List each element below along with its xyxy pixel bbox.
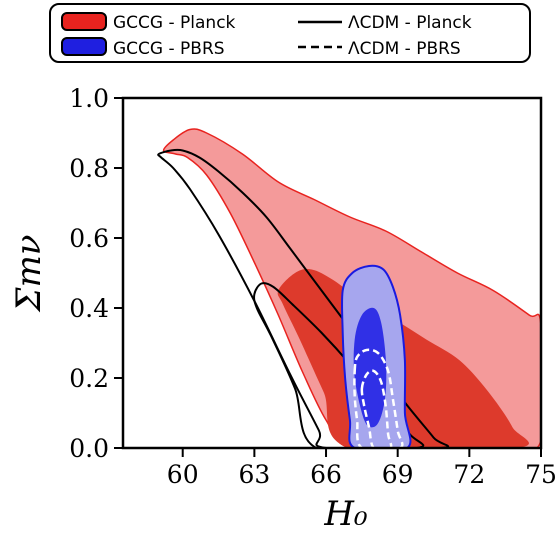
x-tick-label: 72 — [453, 460, 485, 489]
x-tick-label: 69 — [382, 460, 414, 489]
gccg-pbrs-inner-contour — [353, 307, 387, 428]
x-tick-label: 75 — [525, 460, 556, 489]
contour-layer — [157, 128, 541, 448]
legend-swatch-gccg-pbrs — [61, 37, 107, 56]
y-tick-label: 1.0 — [69, 84, 109, 113]
legend-label-gccg-pbrs: GCCG - PBRS — [113, 39, 225, 59]
y-tick-label: 0.4 — [69, 294, 109, 323]
lcdm-planck-outer-contour — [157, 148, 449, 448]
legend-frame — [49, 3, 531, 63]
legend: GCCG - Planck GCCG - PBRS ΛCDM - Planck … — [49, 3, 531, 63]
plot-frame — [121, 96, 543, 450]
x-axis-ticks: 60 63 66 69 72 75 — [167, 448, 556, 489]
x-tick-label: 63 — [238, 460, 270, 489]
y-tick-label: 0.6 — [69, 224, 109, 253]
x-axis-label: H₀ — [323, 494, 368, 534]
legend-entry-gccg-planck: GCCG - Planck — [61, 12, 236, 33]
legend-entry-gccg-pbrs: GCCG - PBRS — [61, 37, 225, 59]
legend-label-gccg-planck: GCCG - Planck — [113, 13, 236, 33]
y-tick-label: 0.2 — [69, 364, 109, 393]
y-tick-label: 0.0 — [69, 434, 109, 463]
x-tick-label: 60 — [167, 460, 199, 489]
lcdm-pbrs-inner-contour — [360, 369, 393, 448]
y-axis-ticks: 0.0 0.2 0.4 0.6 0.8 1.0 — [69, 84, 123, 463]
legend-entry-lcdm-pbrs: ΛCDM - PBRS — [298, 39, 461, 59]
lcdm-pbrs-outer-contour — [353, 348, 404, 448]
y-axis-label: Σmν — [9, 235, 49, 314]
y-tick-label: 0.8 — [69, 154, 109, 183]
legend-swatch-gccg-planck — [61, 12, 107, 31]
legend-label-lcdm-pbrs: ΛCDM - PBRS — [348, 39, 461, 59]
legend-entry-lcdm-planck: ΛCDM - Planck — [298, 13, 472, 33]
legend-label-lcdm-planck: ΛCDM - Planck — [348, 13, 472, 33]
x-tick-label: 66 — [310, 460, 342, 489]
